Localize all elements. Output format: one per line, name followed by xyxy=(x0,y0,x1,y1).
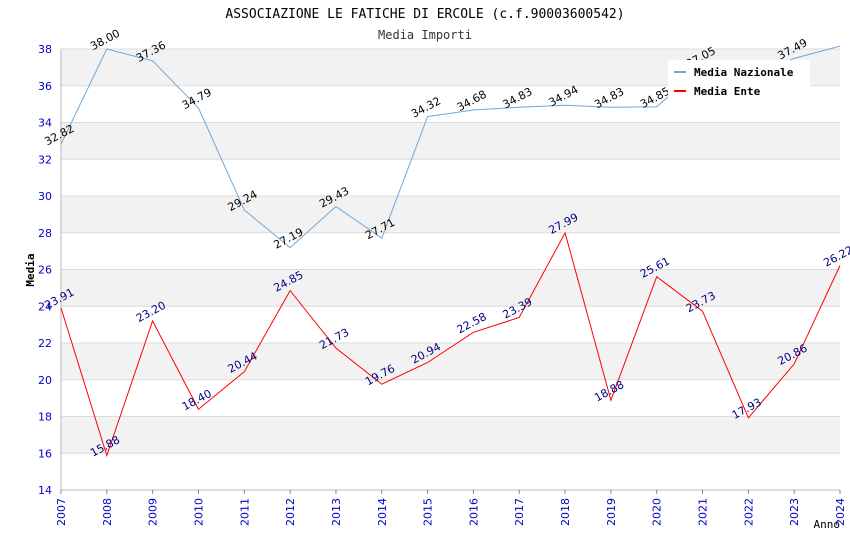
y-tick-label: 14 xyxy=(38,484,52,497)
series-lines xyxy=(60,45,841,458)
x-tick-label: 2015 xyxy=(422,498,435,526)
data-label: 26.22 xyxy=(821,243,850,269)
x-tick-label: 2017 xyxy=(513,498,526,526)
x-tick-label: 2014 xyxy=(376,498,389,526)
y-tick-label: 38 xyxy=(38,43,52,56)
data-label: 34.79 xyxy=(180,86,214,112)
grid-band xyxy=(61,269,840,307)
series-line-media-ente xyxy=(60,231,841,458)
x-tick-label: 2011 xyxy=(238,498,251,526)
legend-box xyxy=(668,60,810,104)
x-tick-label: 2024 xyxy=(834,498,847,526)
x-tick-label: 2008 xyxy=(101,498,114,526)
legend: Media Nazionale Media Ente xyxy=(668,60,810,104)
x-tick-label: 2023 xyxy=(788,498,801,526)
y-tick-label: 28 xyxy=(38,227,52,240)
data-label: 23.91 xyxy=(42,286,76,312)
grid-bands xyxy=(61,49,840,454)
data-label: 18.88 xyxy=(592,378,626,404)
data-label: 22.58 xyxy=(455,310,489,336)
grid-band xyxy=(61,416,840,454)
gridlines xyxy=(61,48,840,491)
y-tick-label: 36 xyxy=(38,80,52,93)
y-tick-label: 24 xyxy=(38,300,52,313)
x-tick-label: 2019 xyxy=(605,498,618,526)
y-tick-label: 22 xyxy=(38,337,52,350)
x-axis-label: Anno xyxy=(814,518,841,531)
x-tick-label: 2020 xyxy=(651,498,664,526)
x-tick-label: 2022 xyxy=(742,498,755,526)
x-tick-label: 2009 xyxy=(147,498,160,526)
y-tick-label: 20 xyxy=(38,374,52,387)
grid-band xyxy=(61,122,840,160)
y-tick-label: 26 xyxy=(38,264,52,277)
y-axis-label: Media xyxy=(24,253,37,286)
grid-band xyxy=(61,343,840,380)
x-tick-label: 2018 xyxy=(559,498,572,526)
y-tick-label: 30 xyxy=(38,190,52,203)
y-tick-label: 34 xyxy=(38,117,52,130)
x-tick-label: 2016 xyxy=(467,498,480,526)
x-tick-label: 2021 xyxy=(697,498,710,526)
x-tick-label: 2010 xyxy=(192,498,205,526)
data-label: 34.32 xyxy=(409,94,443,120)
y-tick-label: 16 xyxy=(38,447,52,460)
y-tick-label: 18 xyxy=(38,411,52,424)
legend-entry: Media Nazionale xyxy=(694,66,794,79)
x-tick-label: 2013 xyxy=(330,498,343,526)
legend-entry: Media Ente xyxy=(694,85,761,98)
grid-band xyxy=(61,196,840,233)
chart-title: ASSOCIAZIONE LE FATICHE DI ERCOLE (c.f.9… xyxy=(225,7,624,22)
x-tick-label: 2012 xyxy=(284,498,297,526)
x-tick-label: 2007 xyxy=(55,498,68,526)
chart-subtitle: Media Importi xyxy=(378,28,472,42)
y-tick-label: 32 xyxy=(38,153,52,166)
data-label: 18.40 xyxy=(180,387,214,413)
